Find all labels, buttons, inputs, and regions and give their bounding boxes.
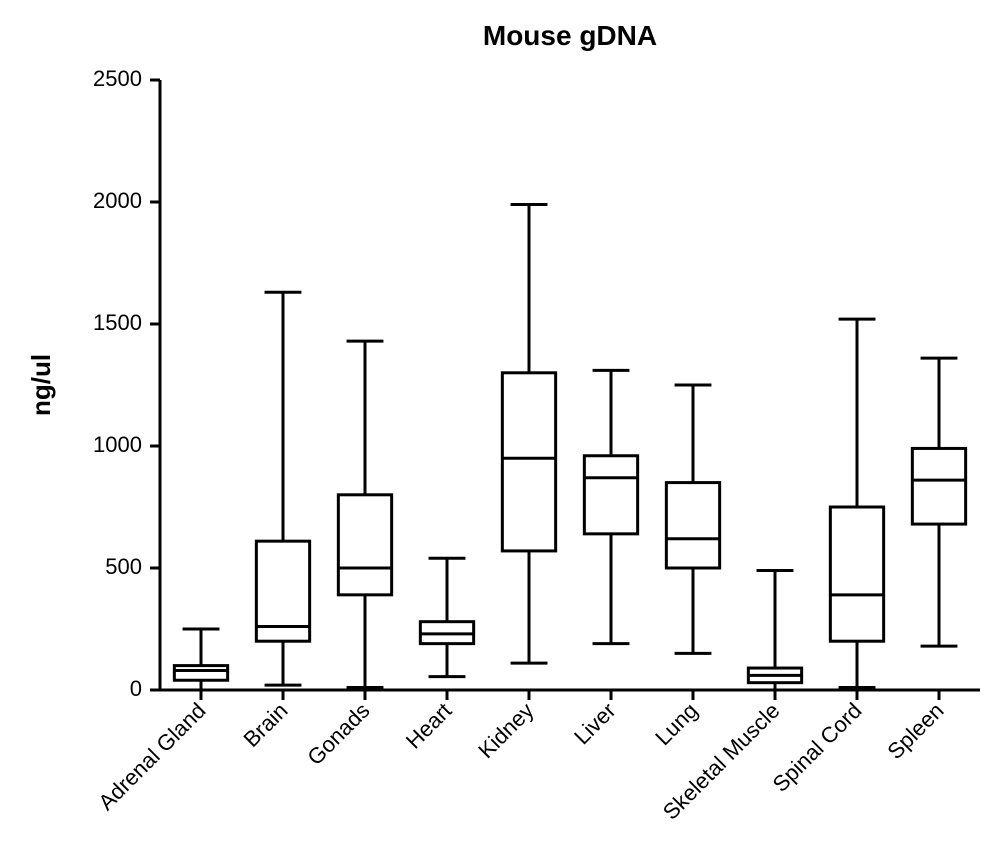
y-axis-label: ng/ul: [26, 354, 56, 416]
chart-container: Mouse gDNAng/ul05001000150020002500Adren…: [0, 0, 1000, 854]
y-tick-label: 0: [130, 676, 142, 701]
y-tick-label: 500: [105, 554, 142, 579]
box-rect: [666, 483, 719, 568]
box-rect: [502, 373, 555, 551]
box-rect: [174, 666, 227, 681]
box-rect: [830, 507, 883, 641]
y-tick-label: 2000: [93, 188, 142, 213]
box-rect: [584, 456, 637, 534]
y-tick-label: 2500: [93, 66, 142, 91]
y-tick-label: 1500: [93, 310, 142, 335]
chart-title: Mouse gDNA: [483, 20, 657, 51]
box-rect: [338, 495, 391, 595]
box-rect: [912, 448, 965, 524]
boxplot-svg: Mouse gDNAng/ul05001000150020002500Adren…: [0, 0, 1000, 854]
y-tick-label: 1000: [93, 432, 142, 457]
